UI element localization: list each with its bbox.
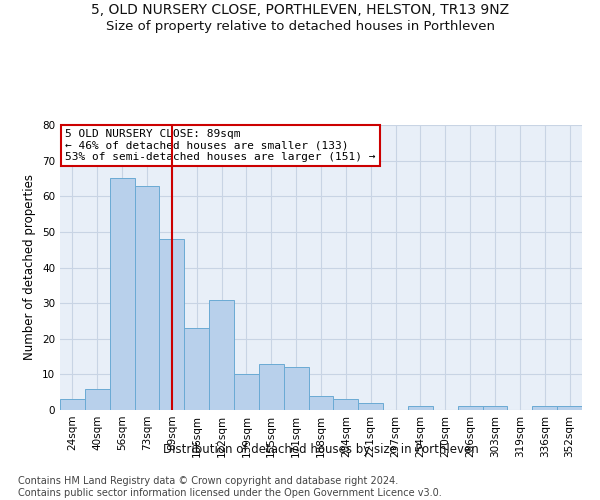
Text: Contains HM Land Registry data © Crown copyright and database right 2024.
Contai: Contains HM Land Registry data © Crown c… [18,476,442,498]
Bar [458,406,482,410]
Text: Distribution of detached houses by size in Porthleven: Distribution of detached houses by size … [163,442,479,456]
Bar [60,400,85,410]
Text: 5 OLD NURSERY CLOSE: 89sqm
← 46% of detached houses are smaller (133)
53% of sem: 5 OLD NURSERY CLOSE: 89sqm ← 46% of deta… [65,130,376,162]
Bar [160,239,184,410]
Bar [110,178,134,410]
Bar [358,403,383,410]
Bar [557,406,582,410]
Bar [85,388,110,410]
Bar [209,300,234,410]
Bar [234,374,259,410]
Text: Size of property relative to detached houses in Porthleven: Size of property relative to detached ho… [106,20,494,33]
Y-axis label: Number of detached properties: Number of detached properties [23,174,37,360]
Bar [334,400,358,410]
Bar [134,186,160,410]
Bar [482,406,508,410]
Bar [259,364,284,410]
Bar [408,406,433,410]
Bar [184,328,209,410]
Bar [284,367,308,410]
Bar [532,406,557,410]
Bar [308,396,334,410]
Text: 5, OLD NURSERY CLOSE, PORTHLEVEN, HELSTON, TR13 9NZ: 5, OLD NURSERY CLOSE, PORTHLEVEN, HELSTO… [91,2,509,16]
